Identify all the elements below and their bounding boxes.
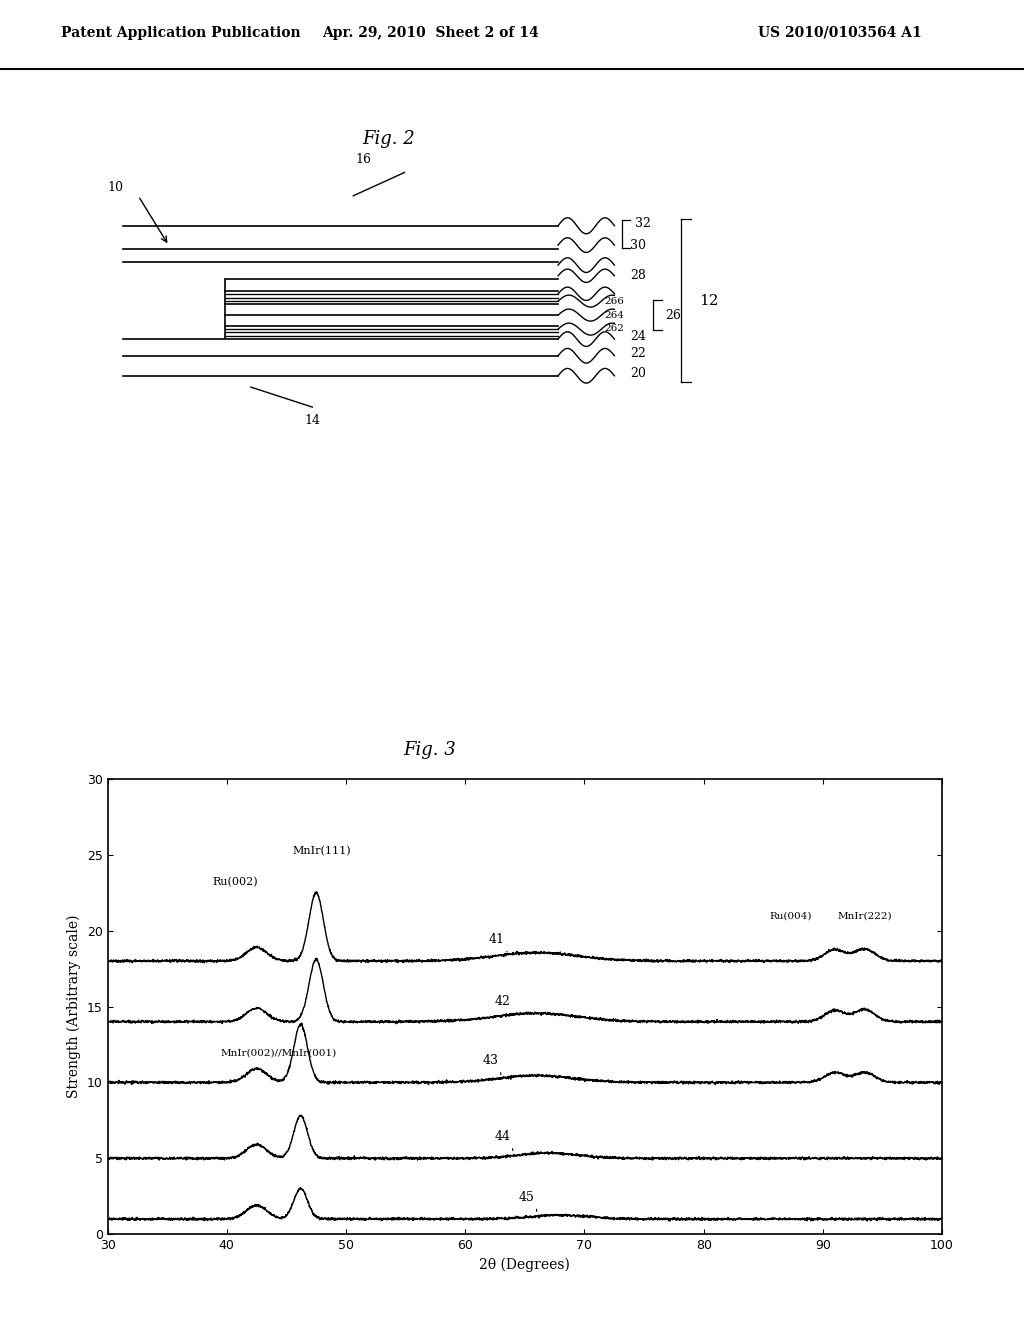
Text: 266: 266 — [604, 297, 624, 306]
Text: 30: 30 — [630, 239, 646, 252]
Text: 32: 32 — [635, 216, 651, 230]
Text: US 2010/0103564 A1: US 2010/0103564 A1 — [758, 25, 922, 40]
Text: 16: 16 — [355, 153, 372, 166]
Text: 44: 44 — [495, 1130, 513, 1151]
Text: 41: 41 — [489, 933, 507, 952]
Text: 24: 24 — [630, 330, 646, 343]
Text: 45: 45 — [519, 1191, 537, 1212]
Text: 43: 43 — [483, 1055, 501, 1074]
Text: 20: 20 — [630, 367, 646, 380]
Text: Fig. 3: Fig. 3 — [403, 741, 457, 759]
Text: 26: 26 — [666, 309, 682, 322]
X-axis label: 2θ (Degrees): 2θ (Degrees) — [479, 1258, 570, 1272]
Text: 28: 28 — [630, 269, 646, 282]
Text: 12: 12 — [699, 294, 719, 308]
Text: 22: 22 — [630, 347, 645, 359]
Y-axis label: Strength (Arbitrary scale): Strength (Arbitrary scale) — [67, 915, 81, 1098]
Text: 264: 264 — [604, 310, 624, 319]
Text: MnIr(002)//MnIr(001): MnIr(002)//MnIr(001) — [221, 1048, 337, 1057]
Text: Ru(004): Ru(004) — [769, 911, 812, 920]
Text: MnIr(111): MnIr(111) — [292, 846, 351, 857]
Text: Patent Application Publication: Patent Application Publication — [61, 25, 301, 40]
Text: Ru(002): Ru(002) — [212, 876, 258, 887]
Text: MnIr(222): MnIr(222) — [838, 911, 892, 920]
Text: 14: 14 — [304, 413, 321, 426]
Text: Apr. 29, 2010  Sheet 2 of 14: Apr. 29, 2010 Sheet 2 of 14 — [322, 25, 539, 40]
Text: 10: 10 — [108, 181, 124, 194]
Text: Fig. 2: Fig. 2 — [362, 131, 416, 148]
Text: 42: 42 — [495, 995, 513, 1014]
Text: 262: 262 — [604, 323, 624, 333]
